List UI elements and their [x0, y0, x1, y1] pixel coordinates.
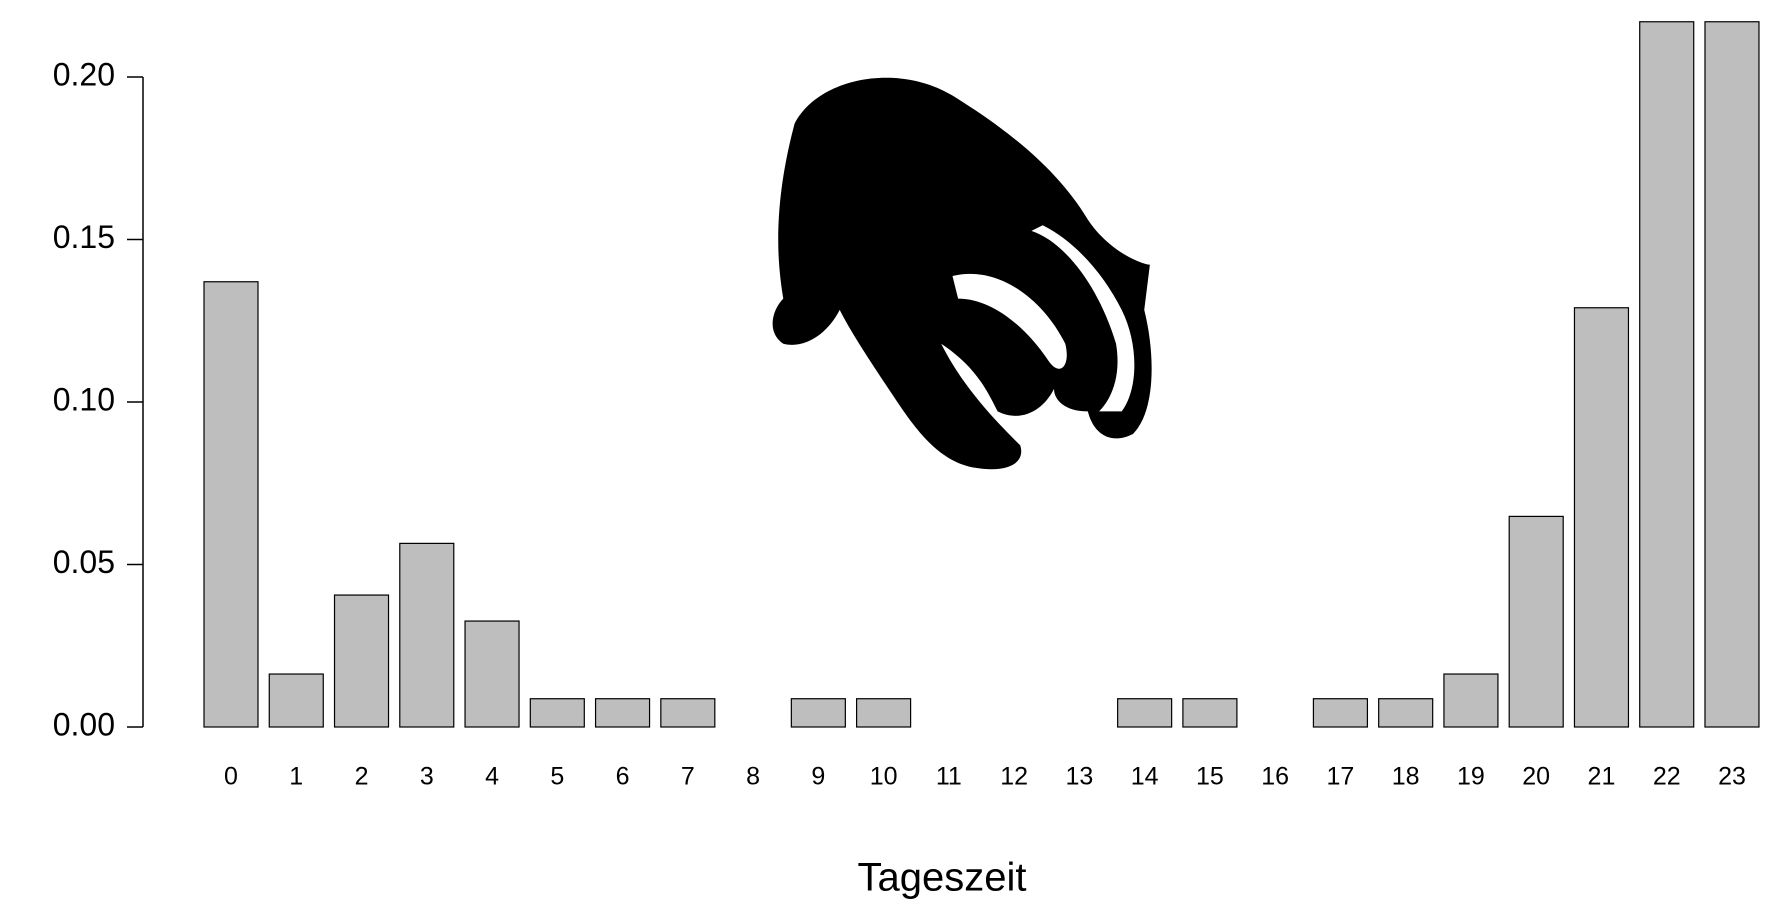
bar: [1573, 307, 1630, 728]
x-tick-label: 14: [1131, 763, 1159, 791]
bar: [464, 620, 520, 728]
y-tick-label: 0.10: [53, 381, 115, 417]
x-tick-label: 3: [420, 763, 434, 791]
bar: [1639, 21, 1695, 728]
x-tick-label: 20: [1522, 763, 1550, 791]
x-tick-label: 2: [355, 763, 369, 791]
bar: [1312, 698, 1369, 728]
bar: [333, 594, 390, 728]
x-tick-label: 22: [1653, 763, 1681, 791]
x-tick-label: 11: [936, 763, 962, 791]
x-tick-label: 15: [1196, 763, 1224, 791]
bar: [1182, 698, 1238, 728]
x-axis-label: Tageszeit: [858, 856, 1027, 900]
x-tick-label: 19: [1457, 763, 1485, 791]
x-tick-label: 8: [746, 763, 760, 791]
x-tick-label: 9: [811, 763, 825, 791]
x-tick-label: 18: [1392, 763, 1420, 791]
x-tick-label: 7: [681, 763, 695, 791]
y-tick-label: 0.20: [53, 56, 115, 92]
y-tick-label: 0.00: [53, 706, 115, 742]
bar: [660, 698, 716, 728]
bar: [855, 698, 912, 728]
bar: [399, 542, 455, 728]
y-tick-label: 0.05: [53, 544, 115, 580]
x-tick-label: 23: [1718, 763, 1746, 791]
bar: [1117, 698, 1173, 728]
x-tick-label: 17: [1327, 763, 1355, 791]
y-tick-label: 0.15: [53, 219, 115, 255]
x-tick-label: 16: [1261, 763, 1289, 791]
bar: [1704, 21, 1760, 728]
x-tick-label: 6: [616, 763, 630, 791]
x-tick-label: 0: [224, 763, 238, 791]
bar: [790, 698, 846, 728]
x-tick-label: 21: [1588, 763, 1616, 791]
bar: [1508, 515, 1564, 728]
bar: [1443, 673, 1499, 728]
x-tick-label: 12: [1000, 763, 1028, 791]
bar: [1378, 698, 1434, 728]
bar: [268, 673, 324, 728]
x-tick-label: 13: [1065, 763, 1093, 791]
bar: [594, 698, 651, 728]
x-tick-label: 4: [485, 763, 499, 791]
x-tick-label: 5: [550, 763, 564, 791]
x-tick-label: 1: [289, 763, 303, 791]
x-tick-label: 10: [870, 763, 898, 791]
bar: [529, 698, 585, 728]
badger-silhouette: [772, 77, 1152, 470]
bar: [203, 281, 259, 728]
